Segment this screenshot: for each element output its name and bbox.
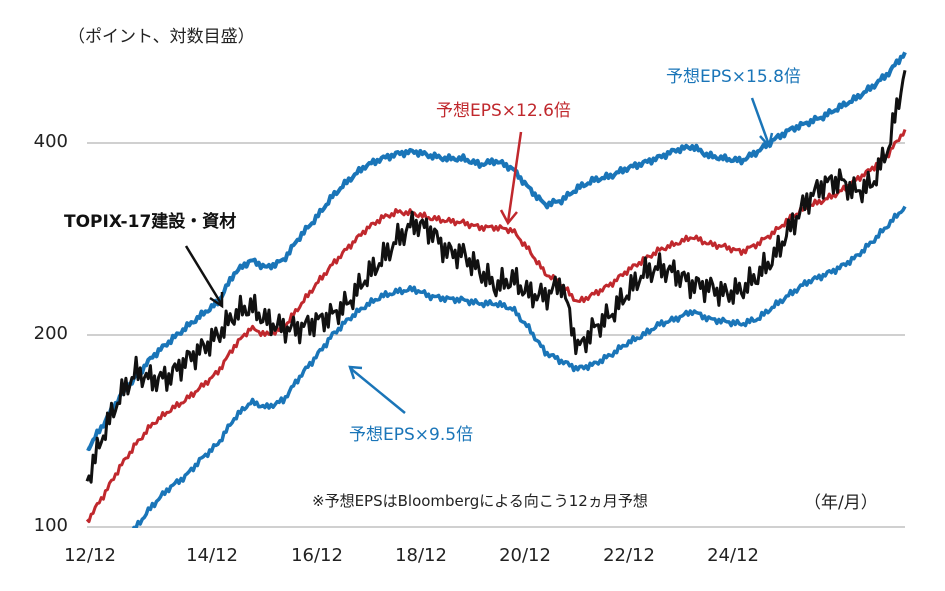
annotation-arrows (184, 97, 774, 414)
series-label-eps-15-8: 予想EPS×15.8倍 (666, 67, 801, 87)
x-axis-unit-label: （年/月） (804, 493, 878, 513)
x-tick-20-12: 20/12 (499, 545, 551, 566)
series-label-eps-9-5: 予想EPS×9.5倍 (349, 425, 474, 445)
series-label-topix-construction: TOPIX-17建設・資材 (64, 212, 237, 232)
arrow-red-head (499, 209, 518, 226)
series-label-eps-12-6: 予想EPS×12.6倍 (436, 101, 571, 121)
gridlines (87, 142, 905, 528)
arrow-blue-lo-head (348, 365, 363, 380)
arrow-topix-head (209, 292, 224, 309)
y-tick-100: 100 (33, 515, 68, 536)
y-axis-unit-label: （ポイント、対数目盛） (68, 27, 255, 47)
y-tick-400: 400 (33, 131, 68, 152)
arrow-red (506, 131, 523, 223)
x-tick-12-12: 12/12 (64, 545, 116, 566)
x-tick-24-12: 24/12 (707, 545, 759, 566)
series-eps-12-6 (85, 129, 907, 524)
series-topix-construction (85, 69, 907, 484)
arrow-blue-lo (349, 367, 406, 414)
footnote: ※予想EPSはBloombergによる向こう12ヵ月予想 (312, 492, 648, 510)
x-tick-16-12: 16/12 (291, 545, 343, 566)
arrow-topix (184, 245, 224, 306)
x-tick-22-12: 22/12 (603, 545, 655, 566)
arrow-blue-hi-head (759, 132, 774, 149)
series-eps-9-5 (131, 205, 907, 528)
x-tick-14-12: 14/12 (186, 545, 238, 566)
x-tick-18-12: 18/12 (395, 545, 447, 566)
y-tick-200: 200 (33, 323, 68, 344)
arrow-blue-hi (750, 97, 771, 146)
